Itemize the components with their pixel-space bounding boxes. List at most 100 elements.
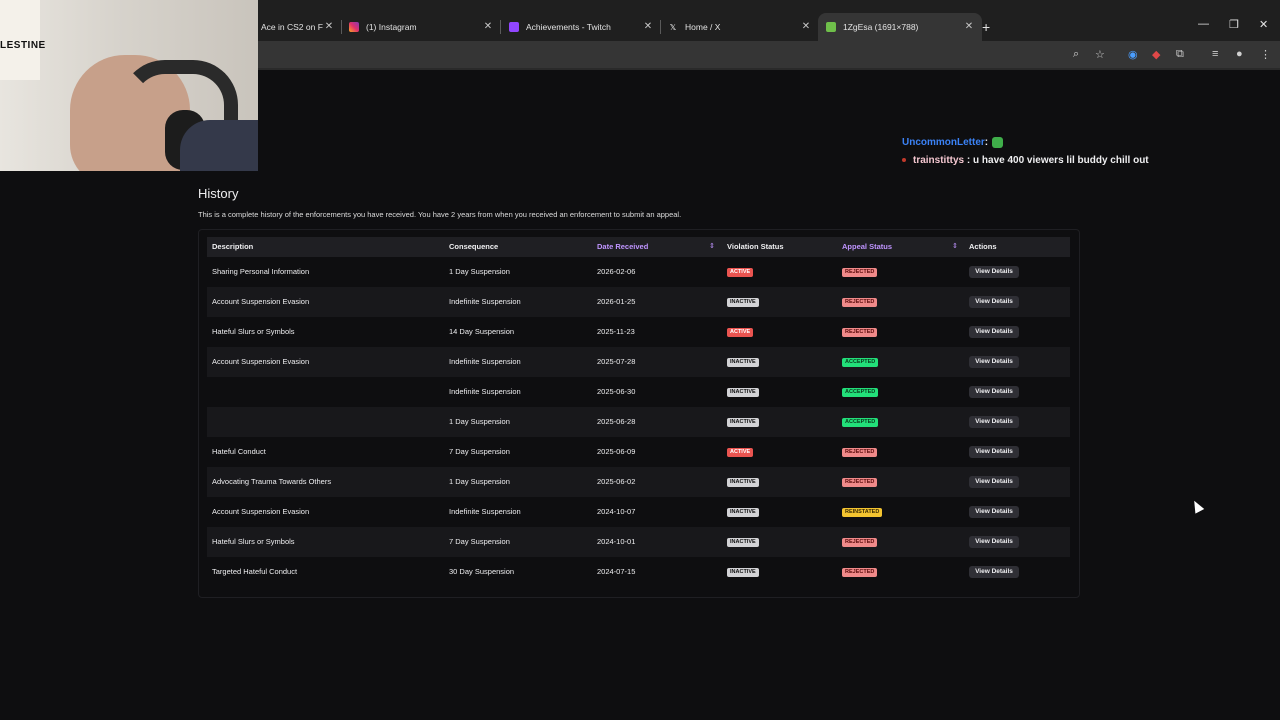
table-header: Description Consequence Date Received ⇕ … <box>207 237 1070 257</box>
view-details-button[interactable]: View Details <box>969 536 1019 548</box>
chat-username: UncommonLetter <box>902 136 985 148</box>
view-details-button[interactable]: View Details <box>969 446 1019 458</box>
violation-status-badge: INACTIVE <box>727 388 759 397</box>
tab-title: Home / X <box>685 22 721 32</box>
menu-kebab-icon[interactable]: ⋮ <box>1260 49 1271 61</box>
view-details-button[interactable]: View Details <box>969 266 1019 278</box>
tab-separator <box>341 20 342 34</box>
violation-status-badge: INACTIVE <box>727 418 759 427</box>
column-actions: Actions <box>969 242 997 251</box>
cell-date-received: 2025-06-02 <box>597 477 636 486</box>
table-row: Account Suspension Evasion Indefinite Sus… <box>207 287 1070 317</box>
extension-audio-icon[interactable]: ◉ <box>1128 49 1138 61</box>
appeal-status-badge: REJECTED <box>842 448 878 457</box>
view-details-button[interactable]: View Details <box>969 356 1019 368</box>
flag-poster <box>0 0 40 80</box>
sort-icon[interactable]: ⇕ <box>709 243 715 250</box>
table-row: Advocating Trauma Towards Others 1 Day Su… <box>207 467 1070 497</box>
cell-consequence: 7 Day Suspension <box>449 537 510 546</box>
view-details-button[interactable]: View Details <box>969 416 1019 428</box>
violation-status-badge: ACTIVE <box>727 328 754 337</box>
chat-overlay: UncommonLetter : trainstittys : u have 4… <box>902 133 1149 169</box>
cell-date-received: 2025-06-09 <box>597 447 636 456</box>
instagram-icon <box>349 22 359 32</box>
appeal-status-badge: REJECTED <box>842 298 878 307</box>
close-tab-icon[interactable]: ✕ <box>643 21 653 32</box>
cell-consequence: 1 Day Suspension <box>449 267 510 276</box>
cell-description: Targeted Hateful Conduct <box>212 567 298 576</box>
tab-twitch-achievements[interactable]: Achievements - Twitch ✕ <box>509 13 653 41</box>
cell-date-received: 2025-07-28 <box>597 357 636 366</box>
cell-date-received: 2025-06-30 <box>597 387 636 396</box>
column-description: Description <box>212 242 254 251</box>
close-tab-icon[interactable]: ✕ <box>483 21 493 32</box>
view-details-button[interactable]: View Details <box>969 326 1019 338</box>
chat-separator: : <box>964 154 974 166</box>
appeal-status-badge: REJECTED <box>842 268 878 277</box>
flag-poster-text: LESTINE <box>0 40 46 51</box>
tab-title: (1) Instagram <box>366 22 417 32</box>
close-window-button[interactable]: ✕ <box>1259 19 1269 31</box>
tab-separator <box>500 20 501 34</box>
view-details-button[interactable]: View Details <box>969 296 1019 308</box>
view-details-button[interactable]: View Details <box>969 566 1019 578</box>
bookmark-star-icon[interactable]: ☆ <box>1095 49 1105 61</box>
cell-description: Sharing Personal Information <box>212 267 310 276</box>
appeal-status-badge: REJECTED <box>842 478 878 487</box>
column-date-received[interactable]: Date Received <box>597 242 649 251</box>
table-row: Account Suspension Evasion Indefinite Sus… <box>207 497 1070 527</box>
table-row: Hateful Conduct 7 Day Suspension 2025-06-0… <box>207 437 1070 467</box>
profile-avatar-icon[interactable]: ● <box>1236 48 1243 60</box>
appeal-status-badge: ACCEPTED <box>842 418 879 427</box>
appeal-status-badge: REINSTATED <box>842 508 883 517</box>
sort-icon[interactable]: ⇕ <box>952 243 958 250</box>
image-icon <box>826 22 836 32</box>
twitch-icon <box>509 22 519 32</box>
violation-status-badge: INACTIVE <box>727 298 759 307</box>
extension-shield-icon[interactable]: ◆ <box>1152 49 1161 61</box>
violation-status-badge: INACTIVE <box>727 538 759 547</box>
chat-message: trainstittys : u have 400 viewers lil bu… <box>902 151 1149 169</box>
cell-description: Account Suspension Evasion <box>212 297 310 306</box>
cell-consequence: 1 Day Suspension <box>449 477 510 486</box>
media-control-icon[interactable]: ≡ <box>1212 48 1219 60</box>
view-details-button[interactable]: View Details <box>969 476 1019 488</box>
cell-date-received: 2025-11-23 <box>597 327 635 336</box>
view-details-button[interactable]: View Details <box>969 506 1019 518</box>
tab-ace-cs2[interactable]: Ace in CS2 on F ✕ <box>258 13 334 41</box>
toolbar-divider <box>0 68 1280 70</box>
violation-status-badge: ACTIVE <box>727 268 754 277</box>
mouse-cursor-icon <box>1189 498 1205 514</box>
chat-message: UncommonLetter : <box>902 133 1149 151</box>
chat-text: u have 400 viewers lil buddy chill out <box>973 154 1149 166</box>
close-tab-icon[interactable]: ✕ <box>801 21 811 32</box>
cell-description: Account Suspension Evasion <box>212 357 310 366</box>
new-tab-button[interactable]: + <box>982 19 991 35</box>
cell-date-received: 2026-02-06 <box>597 267 636 276</box>
zoom-icon[interactable]: ⌕ <box>1073 48 1080 60</box>
table-row: Targeted Hateful Conduct 30 Day Suspensio… <box>207 557 1070 587</box>
cell-description: Advocating Trauma Towards Others <box>212 477 332 486</box>
view-details-button[interactable]: View Details <box>969 386 1019 398</box>
close-tab-icon[interactable]: ✕ <box>324 21 334 32</box>
column-violation-status: Violation Status <box>727 242 784 251</box>
table-row: Indefinite Suspension 2025-06-30 INACTIVE A… <box>207 377 1070 407</box>
cell-consequence: Indefinite Suspension <box>449 507 521 516</box>
close-tab-icon[interactable]: ✕ <box>964 21 974 32</box>
chat-badge-icon <box>902 158 906 162</box>
extensions-puzzle-icon[interactable]: ⧉ <box>1176 48 1184 60</box>
cell-date-received: 2024-10-01 <box>597 537 636 546</box>
appeal-status-badge: REJECTED <box>842 538 878 547</box>
tab-title: Achievements - Twitch <box>526 22 611 32</box>
minimize-button[interactable]: — <box>1198 18 1209 30</box>
tab-image-active[interactable]: 1ZgEsa (1691×788) ✕ <box>818 13 982 41</box>
appeal-status-badge: ACCEPTED <box>842 358 879 367</box>
table-row: Account Suspension Evasion Indefinite Sus… <box>207 347 1070 377</box>
cell-consequence: Indefinite Suspension <box>449 297 521 306</box>
tab-instagram[interactable]: (1) Instagram ✕ <box>349 13 493 41</box>
cell-date-received: 2026-01-25 <box>597 297 636 306</box>
restore-button[interactable]: ❐ <box>1229 19 1239 31</box>
column-appeal-status[interactable]: Appeal Status <box>842 242 893 251</box>
tab-x-home[interactable]: 𝕏 Home / X ✕ <box>668 13 811 41</box>
cell-consequence: Indefinite Suspension <box>449 387 521 396</box>
